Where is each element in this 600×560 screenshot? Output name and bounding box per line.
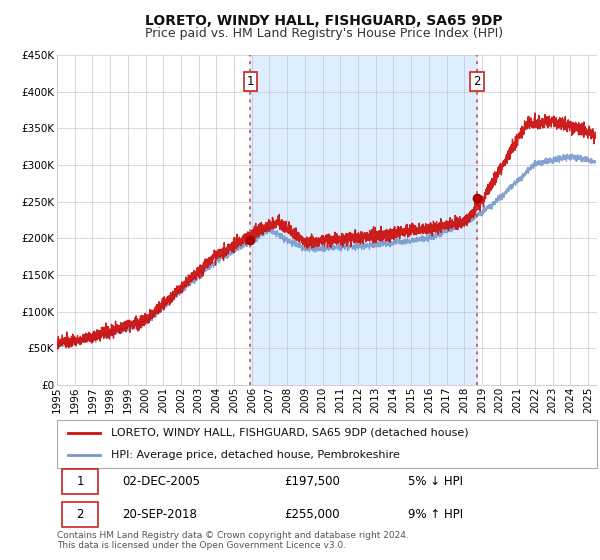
Text: LORETO, WINDY HALL, FISHGUARD, SA65 9DP (detached house): LORETO, WINDY HALL, FISHGUARD, SA65 9DP …	[111, 428, 469, 438]
Text: 2: 2	[76, 508, 84, 521]
Text: 2: 2	[473, 75, 481, 88]
Bar	[250, 55, 477, 385]
Text: 20-SEP-2018: 20-SEP-2018	[122, 508, 197, 521]
Text: 5% ↓ HPI: 5% ↓ HPI	[408, 475, 463, 488]
Text: £197,500: £197,500	[284, 475, 340, 488]
Text: £255,000: £255,000	[284, 508, 340, 521]
Text: HPI: Average price, detached house, Pembrokeshire: HPI: Average price, detached house, Pemb…	[111, 450, 400, 460]
Text: 02-DEC-2005: 02-DEC-2005	[122, 475, 200, 488]
Text: LORETO, WINDY HALL, FISHGUARD, SA65 9DP: LORETO, WINDY HALL, FISHGUARD, SA65 9DP	[145, 14, 503, 28]
FancyBboxPatch shape	[62, 502, 97, 527]
Text: 9% ↑ HPI: 9% ↑ HPI	[408, 508, 463, 521]
Text: 1: 1	[247, 75, 254, 88]
FancyBboxPatch shape	[62, 469, 97, 494]
Text: Contains HM Land Registry data © Crown copyright and database right 2024.
This d: Contains HM Land Registry data © Crown c…	[57, 531, 409, 550]
Text: Price paid vs. HM Land Registry's House Price Index (HPI): Price paid vs. HM Land Registry's House …	[145, 27, 503, 40]
Text: 1: 1	[76, 475, 84, 488]
